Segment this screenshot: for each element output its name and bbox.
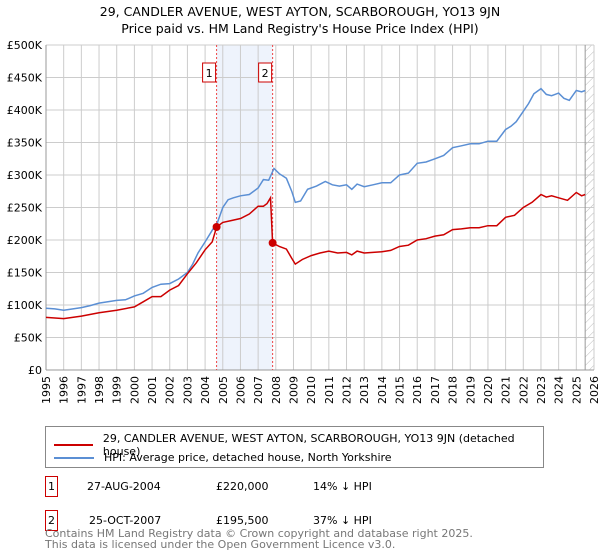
sale-point <box>268 238 277 247</box>
x-tick-label: 2013 <box>358 376 371 404</box>
hpi-line <box>45 87 586 311</box>
property-price-line <box>45 191 586 320</box>
x-tick-label: 2017 <box>429 376 442 404</box>
x-tick-label: 2015 <box>394 376 407 404</box>
x-tick-label: 2014 <box>376 376 389 404</box>
legend-swatch-blue <box>54 456 94 459</box>
transaction-date: 25-OCT-2007 <box>89 514 162 527</box>
transaction-row: 1 27-AUG-2004 £220,000 14% ↓ HPI <box>45 476 545 498</box>
x-tick-label: 2009 <box>287 376 300 404</box>
x-tick-label: 2025 <box>570 376 583 404</box>
price-chart: 1995 1996 1997 1998 1999 2000 2001 2002 2003 2004… <box>7 39 600 404</box>
legend-label: HPI: Average price, detached house, Nort… <box>104 451 392 464</box>
transaction-badge: 1 <box>45 476 58 497</box>
legend: 29, CANDLER AVENUE, WEST AYTON, SCARBORO… <box>45 426 544 468</box>
footer: Contains HM Land Registry data © Crown c… <box>45 528 473 550</box>
sale-point <box>212 223 221 231</box>
y-tick-label: £250K <box>7 202 43 215</box>
x-tick-label: 2010 <box>305 376 318 404</box>
legend-item-property: 29, CANDLER AVENUE, WEST AYTON, SCARBORO… <box>54 432 543 458</box>
transaction-hpi: 37% ↓ HPI <box>313 514 372 527</box>
x-tick-label: 2020 <box>482 376 495 404</box>
y-tick-label: £0 <box>28 364 42 377</box>
transaction-date: 27-AUG-2004 <box>87 480 161 493</box>
sale-badge <box>258 62 273 83</box>
sale-badge-label: 2 <box>262 67 269 80</box>
transaction-price: £195,500 <box>216 514 269 527</box>
x-tick-label: 1996 <box>58 376 71 404</box>
y-tick-label: £200K <box>7 234 43 247</box>
x-tick-label: 2004 <box>199 376 212 404</box>
x-tick-label: 2005 <box>217 376 230 404</box>
x-tick-label: 2021 <box>500 376 513 404</box>
y-tick-label: £50K <box>14 332 43 345</box>
x-tick-label: 2001 <box>146 376 159 404</box>
legend-item-hpi: HPI: Average price, detached house, Nort… <box>54 451 392 464</box>
legend-label: 29, CANDLER AVENUE, WEST AYTON, SCARBORO… <box>102 432 515 458</box>
y-tick-label: £400K <box>7 104 43 117</box>
y-tick-label: £150K <box>7 267 43 280</box>
sale-badge <box>202 62 217 83</box>
transaction-badge: 2 <box>45 510 58 531</box>
y-tick-label: £300K <box>7 169 43 182</box>
chart-title: 29, CANDLER AVENUE, WEST AYTON, SCARBORO… <box>99 4 501 19</box>
legend-swatch-red <box>54 444 93 446</box>
footer-line-2: This data is licensed under the Open Gov… <box>45 538 396 551</box>
x-tick-label: 2012 <box>341 376 354 404</box>
sale-badge-label: 1 <box>206 67 213 80</box>
transaction-row: 2 25-OCT-2007 £195,500 37% ↓ HPI <box>45 510 545 532</box>
x-tick-label: 1997 <box>75 376 88 404</box>
x-tick-label: 2018 <box>447 376 460 404</box>
x-tick-label: 2002 <box>164 376 177 404</box>
x-tick-label: 1995 <box>40 376 53 404</box>
x-tick-label: 2000 <box>128 376 141 404</box>
x-tick-label: 1998 <box>93 376 106 404</box>
x-tick-label: 2007 <box>252 376 265 404</box>
x-tick-label: 2003 <box>181 376 194 404</box>
footer-line-1: Contains HM Land Registry data © Crown c… <box>45 527 473 540</box>
x-tick-label: 2011 <box>323 376 336 404</box>
transaction-price: £220,000 <box>216 480 269 493</box>
x-tick-label: 2022 <box>517 376 530 404</box>
x-tick-label: 2023 <box>535 376 548 404</box>
y-tick-label: £500K <box>7 39 43 52</box>
y-tick-label: £100K <box>7 299 43 312</box>
x-tick-label: 2026 <box>588 376 600 404</box>
transaction-hpi: 14% ↓ HPI <box>313 480 372 493</box>
x-tick-label: 2024 <box>553 376 566 404</box>
x-tick-label: 1999 <box>111 376 124 404</box>
chart-subtitle: Price paid vs. HM Land Registry's House … <box>121 21 479 36</box>
x-tick-label: 2016 <box>411 376 424 404</box>
x-tick-label: 2008 <box>270 376 283 404</box>
x-tick-label: 2006 <box>234 376 247 404</box>
y-tick-label: £450K <box>7 72 43 85</box>
y-tick-label: £350K <box>7 137 43 150</box>
x-tick-label: 2019 <box>464 376 477 404</box>
